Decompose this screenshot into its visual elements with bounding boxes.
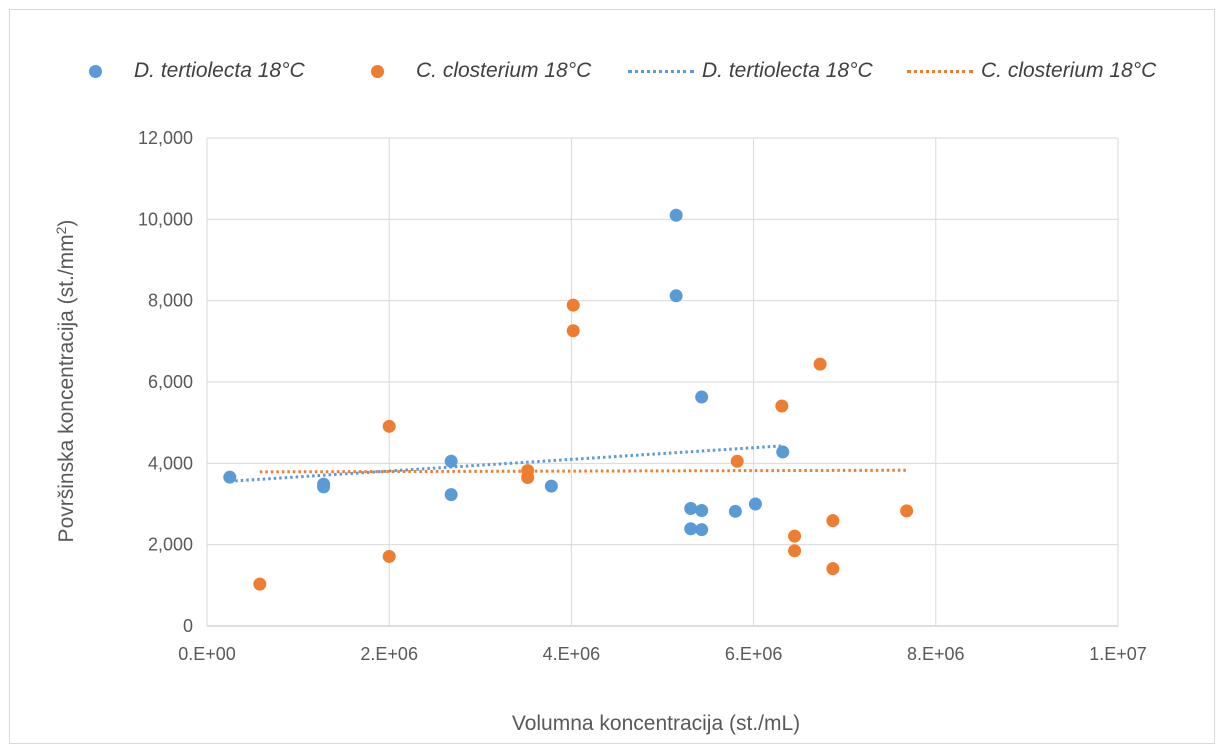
trendlines: [229, 444, 907, 483]
legend-label: D. tertiolecta 18°C: [702, 59, 873, 82]
x-tick-label: 2.E+06: [360, 644, 418, 664]
data-point: [728, 504, 742, 518]
legend-marker-blue-dot: [89, 64, 102, 78]
data-point: [826, 562, 840, 576]
x-tick-label: 1.E+07: [1089, 644, 1147, 664]
legend-marker-blue-dotted-line: [628, 69, 694, 73]
x-tick-label: 8.E+06: [907, 644, 965, 664]
y-axis-ticks: 0 2,000 4,000 6,000 8,000 10,000 12,000: [138, 128, 193, 636]
y-tick-label: 8,000: [148, 291, 193, 311]
data-point: [684, 501, 698, 515]
data-point: [748, 497, 762, 511]
data-point: [900, 504, 914, 518]
x-tick-label: 6.E+06: [725, 644, 783, 664]
legend-item-d-tertiolecta-trend: D. tertiolecta 18°C: [628, 56, 873, 86]
data-point: [253, 577, 267, 591]
data-point: [444, 454, 458, 468]
data-point: [776, 445, 790, 459]
y-tick-label: 12,000: [138, 128, 193, 148]
data-point: [695, 523, 709, 537]
data-point: [382, 549, 396, 563]
legend-marker-orange-dotted-line: [907, 69, 973, 73]
y-tick-label: 6,000: [148, 372, 193, 392]
trendline: [229, 444, 783, 483]
data-point: [544, 479, 558, 493]
legend-item-d-tertiolecta-points: D. tertiolecta 18°C: [89, 56, 305, 86]
data-point: [695, 504, 709, 518]
legend-label: D. tertiolecta 18°C: [134, 59, 305, 82]
chart-frame: [9, 9, 1215, 744]
gridlines: [206, 137, 1119, 627]
data-point: [684, 522, 698, 536]
data-point: [775, 399, 789, 413]
data-point: [669, 208, 683, 222]
data-point: [566, 324, 580, 338]
legend-label: C. closterium 18°C: [416, 59, 592, 82]
data-point: [788, 529, 802, 543]
data-point: [669, 289, 683, 303]
data-point: [521, 471, 535, 485]
x-axis-title: Volumna koncentracija (st./mL): [512, 712, 800, 735]
data-points: [223, 208, 914, 591]
data-point: [695, 390, 709, 404]
legend-item-c-closterium-points: C. closterium 18°C: [371, 56, 591, 86]
data-point: [317, 480, 331, 494]
legend-label: C. closterium 18°C: [981, 59, 1157, 82]
data-point: [813, 357, 827, 371]
legend-marker-orange-dot: [371, 64, 384, 78]
y-tick-label: 2,000: [148, 535, 193, 555]
y-tick-label: 0: [183, 616, 193, 636]
y-tick-label: 4,000: [148, 453, 193, 473]
chart-legend: D. tertiolecta 18°C C. closterium 18°C D…: [0, 56, 1224, 86]
x-tick-label: 4.E+06: [543, 644, 601, 664]
data-point: [566, 298, 580, 312]
x-tick-label: 0.E+00: [178, 644, 236, 664]
legend-item-c-closterium-trend: C. closterium 18°C: [907, 56, 1156, 86]
data-point: [826, 514, 840, 528]
y-axis-title: Površinska koncentracija (st./mm2): [53, 220, 78, 543]
x-axis-ticks: 0.E+00 2.E+06 4.E+06 6.E+06 8.E+06 1.E+07: [178, 644, 1147, 664]
data-point: [382, 419, 396, 433]
data-point: [223, 470, 237, 484]
data-point: [730, 454, 744, 468]
data-point: [444, 488, 458, 502]
data-point: [788, 544, 802, 558]
trendline: [259, 468, 907, 474]
y-tick-label: 10,000: [138, 209, 193, 229]
